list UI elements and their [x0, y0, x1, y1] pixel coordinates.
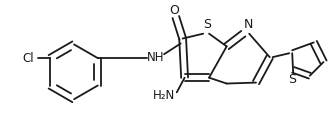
Text: Cl: Cl	[22, 52, 34, 65]
Text: O: O	[169, 4, 179, 17]
Text: N: N	[243, 18, 253, 31]
Text: NH: NH	[147, 51, 164, 64]
Text: H₂N: H₂N	[153, 89, 175, 102]
Text: S: S	[203, 18, 211, 31]
Text: S: S	[288, 73, 296, 86]
